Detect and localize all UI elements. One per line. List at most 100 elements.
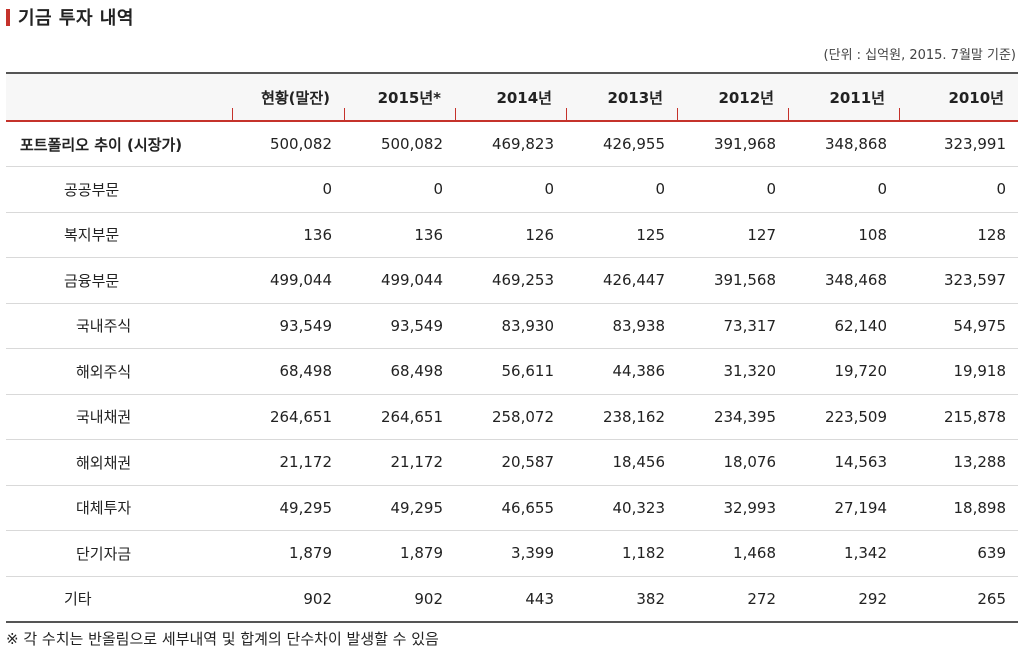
- table-cell: 500,082: [344, 121, 455, 167]
- table-cell: 264,651: [344, 394, 455, 440]
- row-label: 공공부문: [6, 166, 232, 213]
- row-label: 단기자금: [6, 530, 232, 577]
- table-row: 국내채권 264,651 264,651 258,072 238,162 234,395 2…: [6, 394, 1018, 440]
- table-cell: 18,456: [566, 439, 677, 486]
- table-row: 금융부문 499,044 499,044 469,253 426,447 391,568 3…: [6, 257, 1018, 304]
- table-cell: 49,295: [344, 485, 455, 531]
- table-cell: 40,323: [566, 485, 677, 531]
- table-cell: 469,253: [455, 257, 566, 304]
- table-cell: 1,879: [232, 530, 344, 577]
- table-cell: 62,140: [788, 303, 899, 349]
- row-label: 해외채권: [6, 439, 232, 486]
- table-cell: 639: [899, 530, 1018, 577]
- table-row: 대체투자 49,295 49,295 46,655 40,323 32,993 27,194…: [6, 485, 1018, 531]
- table-cell: 19,720: [788, 348, 899, 395]
- table-row: 국내주식 93,549 93,549 83,930 83,938 73,317 62,140…: [6, 303, 1018, 349]
- column-header: 2015년*: [344, 73, 455, 122]
- row-label: 국내주식: [6, 303, 232, 349]
- row-label: 금융부문: [6, 257, 232, 304]
- table-body: 포트폴리오 추이 (시장가) 500,082 500,082 469,823 426,9…: [6, 121, 1018, 622]
- table-cell: 136: [344, 212, 455, 258]
- table-cell: 1,879: [344, 530, 455, 577]
- table-cell: 18,076: [677, 439, 788, 486]
- table-cell: 382: [566, 576, 677, 622]
- table-cell: 3,399: [455, 530, 566, 577]
- table-cell: 902: [344, 576, 455, 622]
- title-accent-bar: [6, 8, 10, 26]
- row-label: 해외주식: [6, 348, 232, 395]
- column-header: 2012년: [677, 73, 788, 122]
- column-header: 2010년: [899, 73, 1018, 122]
- table-cell: 500,082: [232, 121, 344, 167]
- table-cell: 223,509: [788, 394, 899, 440]
- table-cell: 323,991: [899, 121, 1018, 167]
- table-cell: 68,498: [344, 348, 455, 395]
- table-row: 복지부문 136 136 126 125 127 108 128: [6, 212, 1018, 258]
- table-cell: 443: [455, 576, 566, 622]
- table-cell: 0: [899, 166, 1018, 213]
- table-cell: 469,823: [455, 121, 566, 167]
- table-cell: 13,288: [899, 439, 1018, 486]
- table-cell: 21,172: [344, 439, 455, 486]
- table-row: 단기자금 1,879 1,879 3,399 1,182 1,468 1,342 639: [6, 530, 1018, 577]
- table-cell: 127: [677, 212, 788, 258]
- table-row: 해외채권 21,172 21,172 20,587 18,456 18,076 14,563…: [6, 439, 1018, 486]
- table-cell: 1,468: [677, 530, 788, 577]
- table-cell: 238,162: [566, 394, 677, 440]
- row-label: 복지부문: [6, 212, 232, 258]
- table-cell: 93,549: [232, 303, 344, 349]
- column-header: 2013년: [566, 73, 677, 122]
- column-header: 2011년: [788, 73, 899, 122]
- table-cell: 73,317: [677, 303, 788, 349]
- table-cell: 49,295: [232, 485, 344, 531]
- header-blank: [6, 73, 232, 122]
- table-cell: 56,611: [455, 348, 566, 395]
- table-cell: 27,194: [788, 485, 899, 531]
- table-cell: 0: [677, 166, 788, 213]
- table-cell: 46,655: [455, 485, 566, 531]
- table-cell: 323,597: [899, 257, 1018, 304]
- table-cell: 0: [566, 166, 677, 213]
- table-cell: 499,044: [344, 257, 455, 304]
- table-cell: 265: [899, 576, 1018, 622]
- page-title: 기금 투자 내역: [18, 8, 134, 29]
- table-cell: 128: [899, 212, 1018, 258]
- table-cell: 21,172: [232, 439, 344, 486]
- table-cell: 391,968: [677, 121, 788, 167]
- table-cell: 20,587: [455, 439, 566, 486]
- table-cell: 31,320: [677, 348, 788, 395]
- table-cell: 125: [566, 212, 677, 258]
- table-cell: 14,563: [788, 439, 899, 486]
- table-cell: 348,868: [788, 121, 899, 167]
- row-label: 대체투자: [6, 485, 232, 531]
- table-cell: 258,072: [455, 394, 566, 440]
- table-cell: 0: [232, 166, 344, 213]
- table-cell: 902: [232, 576, 344, 622]
- fund-investment-table: 현황(말잔) 2015년* 2014년 2013년 2012년 2011년 20…: [6, 72, 1018, 623]
- table-cell: 391,568: [677, 257, 788, 304]
- table-cell: 426,955: [566, 121, 677, 167]
- table-cell: 1,182: [566, 530, 677, 577]
- table-cell: 19,918: [899, 348, 1018, 395]
- table-cell: 83,930: [455, 303, 566, 349]
- table-cell: 1,342: [788, 530, 899, 577]
- table-cell: 44,386: [566, 348, 677, 395]
- table-cell: 292: [788, 576, 899, 622]
- table-cell: 68,498: [232, 348, 344, 395]
- table-cell: 136: [232, 212, 344, 258]
- footnote: ※ 각 수치는 반올림으로 세부내역 및 합계의 단수차이 발생할 수 있음: [6, 630, 439, 648]
- table-cell: 54,975: [899, 303, 1018, 349]
- table-cell: 0: [455, 166, 566, 213]
- table-cell: 272: [677, 576, 788, 622]
- table-cell: 32,993: [677, 485, 788, 531]
- table-cell: 83,938: [566, 303, 677, 349]
- column-header: 2014년: [455, 73, 566, 122]
- row-label: 포트폴리오 추이 (시장가): [6, 121, 232, 167]
- table-row: 포트폴리오 추이 (시장가) 500,082 500,082 469,823 426,9…: [6, 121, 1018, 167]
- table-header-row: 현황(말잔) 2015년* 2014년 2013년 2012년 2011년 20…: [6, 73, 1018, 122]
- table-cell: 0: [788, 166, 899, 213]
- table-cell: 18,898: [899, 485, 1018, 531]
- table-row: 기타 902 902 443 382 272 292 265: [6, 576, 1018, 622]
- table-cell: 93,549: [344, 303, 455, 349]
- table-cell: 0: [344, 166, 455, 213]
